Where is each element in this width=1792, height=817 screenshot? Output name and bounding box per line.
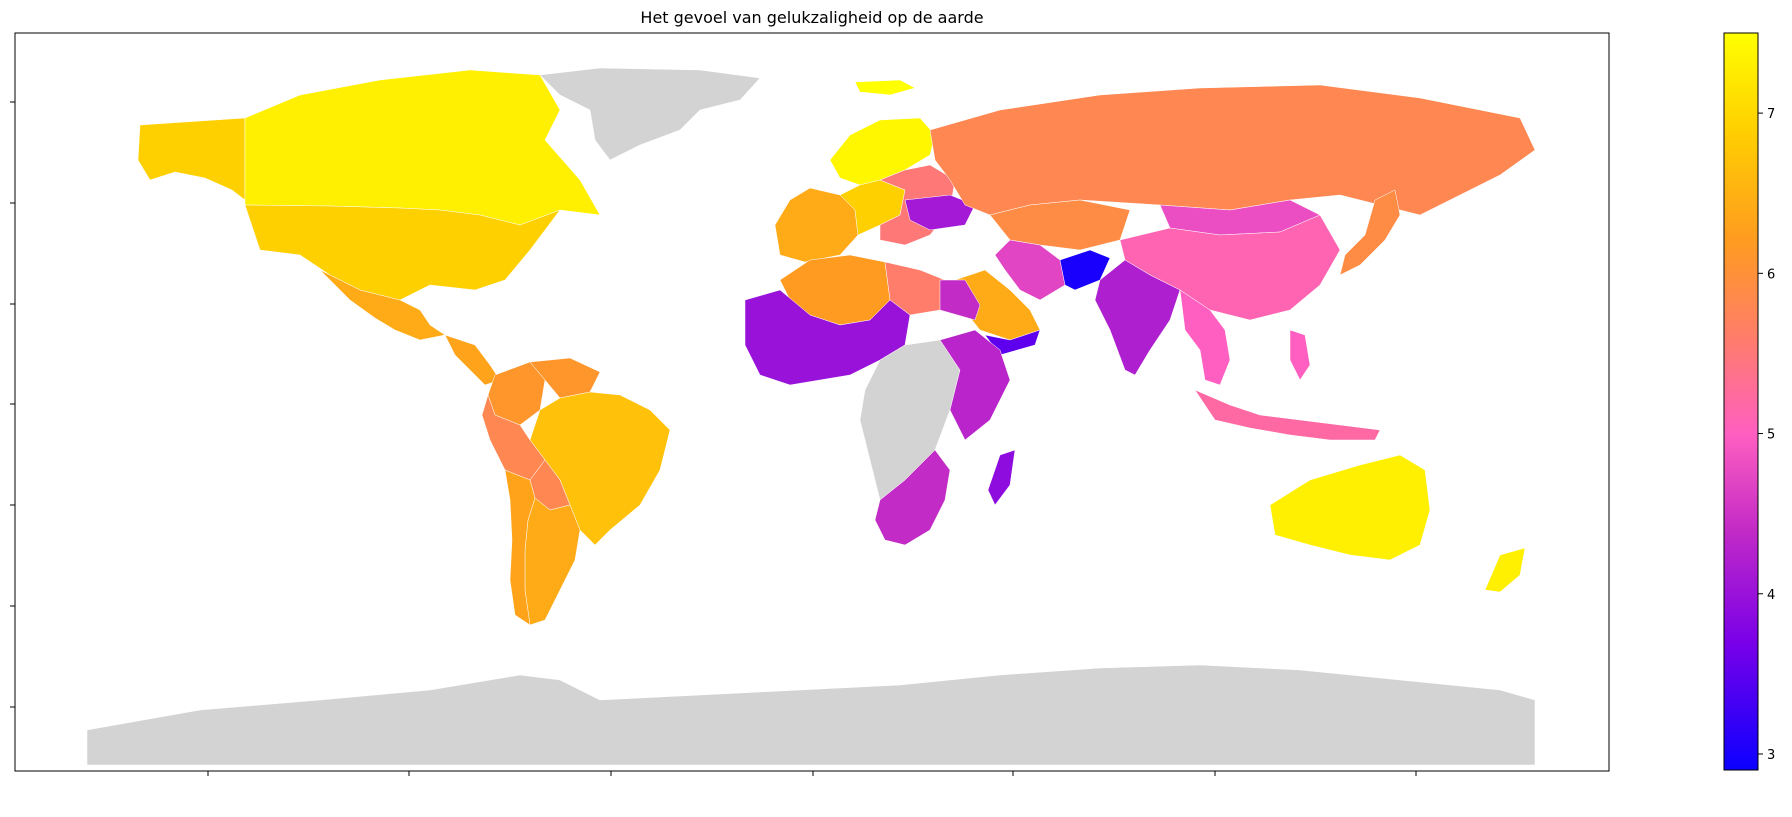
region-australia bbox=[1269, 454, 1431, 561]
colorbar-tick-label: 5 bbox=[1767, 428, 1775, 443]
region-antarctica bbox=[86, 664, 1536, 766]
region-east-africa bbox=[939, 329, 1011, 441]
region-india bbox=[1094, 259, 1181, 376]
region-iran bbox=[994, 239, 1066, 301]
region-iceland bbox=[854, 79, 916, 96]
region-mexico bbox=[319, 269, 446, 341]
region-philippines bbox=[1289, 329, 1311, 381]
colorbar-tick-label: 7 bbox=[1767, 107, 1775, 122]
region-southeast-asia bbox=[1179, 289, 1231, 386]
region-new-zealand bbox=[1484, 547, 1526, 593]
region-southern-africa bbox=[874, 449, 951, 546]
map-title: Het gevoel van gelukzaligheid op de aard… bbox=[640, 8, 984, 27]
colorbar-tick-label: 6 bbox=[1767, 267, 1775, 282]
region-greenland bbox=[539, 67, 761, 161]
region-scandinavia bbox=[829, 117, 936, 186]
region-ukraine bbox=[904, 194, 976, 231]
colorbar-gradient bbox=[1723, 32, 1759, 771]
region-indonesia bbox=[1194, 389, 1381, 441]
region-japan bbox=[1339, 189, 1401, 276]
region-us bbox=[244, 204, 561, 301]
axis-ticks bbox=[10, 101, 1417, 776]
region-egypt bbox=[939, 279, 981, 321]
colorbar-ticks: 3 4 5 6 7 bbox=[1758, 107, 1775, 763]
region-chile bbox=[504, 469, 536, 626]
colorbar-tick-label: 3 bbox=[1767, 748, 1775, 763]
region-madagascar bbox=[987, 449, 1016, 506]
colorbar-tick-label: 4 bbox=[1767, 588, 1775, 603]
